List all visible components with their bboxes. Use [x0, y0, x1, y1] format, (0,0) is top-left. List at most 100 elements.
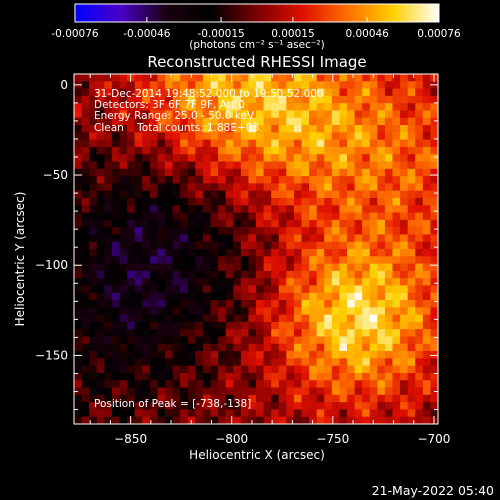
heatmap-cell — [293, 387, 302, 396]
heatmap-cell — [142, 409, 151, 418]
heatmap-cell — [324, 132, 333, 141]
heatmap-cell — [142, 227, 151, 235]
heatmap-cell — [263, 205, 272, 213]
heatmap-cell — [362, 234, 371, 243]
heatmap-cell — [104, 300, 113, 308]
heatmap-cell — [142, 168, 151, 177]
heatmap-cell — [225, 227, 234, 235]
heatmap-cell — [96, 336, 105, 345]
heatmap-cell — [180, 212, 189, 221]
heatmap-cell — [286, 103, 295, 111]
heatmap-cell — [309, 329, 318, 337]
heatmap-cell — [157, 139, 166, 148]
heatmap-cell — [111, 278, 120, 286]
heatmap-cell — [392, 110, 401, 119]
heatmap-cell — [187, 241, 196, 250]
heatmap-cell — [81, 278, 90, 286]
heatmap-cell — [149, 416, 158, 424]
heatmap-cell — [271, 74, 280, 82]
heatmap-cell — [218, 197, 227, 206]
heatmap-cell — [248, 117, 257, 126]
heatmap-cell — [225, 234, 234, 243]
heatmap-cell — [354, 372, 363, 381]
heatmap-cell — [96, 409, 105, 418]
heatmap-cell — [210, 139, 219, 148]
heatmap-cell — [225, 256, 234, 264]
heatmap-cell — [248, 256, 257, 264]
y-axis-label: Heliocentric Y (arcsec) — [13, 192, 27, 327]
heatmap-cell — [119, 365, 128, 374]
heatmap-cell — [377, 146, 386, 155]
heatmap-cell — [172, 351, 181, 359]
heatmap-cell — [119, 372, 128, 381]
heatmap-cell — [157, 168, 166, 177]
heatmap-cell — [293, 74, 302, 82]
heatmap-cell — [324, 394, 333, 403]
heatmap-cell — [127, 234, 136, 243]
heatmap-cell — [362, 190, 371, 199]
heatmap-cell — [377, 88, 386, 97]
heatmap-cell — [347, 103, 355, 111]
heatmap-cell — [233, 343, 242, 352]
heatmap-cell — [324, 205, 333, 213]
heatmap-cell — [240, 103, 249, 111]
heatmap-cell — [331, 161, 340, 170]
heatmap-cell — [210, 409, 219, 418]
heatmap-cell — [286, 125, 295, 133]
heatmap-cell — [286, 249, 295, 257]
heatmap-cell — [127, 146, 136, 155]
heatmap-cell — [293, 227, 302, 235]
heatmap-cell — [134, 270, 143, 279]
heatmap-cell — [233, 409, 242, 418]
heatmap-cell — [195, 343, 204, 352]
heatmap-cell — [286, 336, 295, 345]
heatmap-cell — [407, 270, 416, 279]
heatmap-cell — [263, 270, 272, 279]
heatmap-cell — [384, 154, 393, 162]
heatmap-cell — [422, 197, 431, 206]
heatmap-cell — [256, 205, 264, 213]
heatmap-cell — [195, 394, 204, 403]
heatmap-cell — [96, 256, 105, 264]
heatmap-cell — [362, 197, 371, 206]
heatmap-cell — [210, 321, 219, 330]
heatmap-cell — [225, 263, 234, 272]
heatmap-cell — [119, 212, 128, 221]
heatmap-cell — [157, 314, 166, 323]
heatmap-cell — [301, 161, 310, 170]
heatmap-cell — [407, 190, 416, 199]
heatmap-cell — [165, 125, 173, 133]
heatmap-cell — [422, 117, 431, 126]
heatmap-cell — [392, 402, 401, 410]
heatmap-cell — [96, 74, 105, 82]
heatmap-cell — [422, 227, 431, 235]
heatmap-cell — [331, 139, 340, 148]
heatmap-cell — [180, 402, 189, 410]
heatmap-cell — [165, 74, 173, 82]
heatmap-cell — [286, 402, 295, 410]
heatmap-cell — [422, 351, 431, 359]
heatmap-cell — [119, 183, 128, 192]
colorbar-tick-label: -0.00076 — [51, 28, 99, 40]
heatmap-cell — [278, 329, 287, 337]
footer-timestamp: 21-May-2022 05:40 — [372, 483, 494, 498]
heatmap-cell — [165, 95, 173, 104]
heatmap-cell — [392, 88, 401, 97]
heatmap-cell — [256, 380, 264, 388]
heatmap-cell — [354, 292, 363, 301]
heatmap-cell — [369, 219, 378, 228]
heatmap-cell — [331, 241, 340, 250]
heatmap-cell — [202, 81, 211, 89]
heatmap-cell — [202, 219, 211, 228]
heatmap-cell — [339, 372, 348, 381]
heatmap-cell — [111, 394, 120, 403]
heatmap-cell — [278, 88, 287, 97]
heatmap-cell — [74, 132, 82, 141]
heatmap-cell — [202, 249, 211, 257]
heatmap-cell — [104, 95, 113, 104]
heatmap-cell — [127, 212, 136, 221]
heatmap-cell — [278, 416, 287, 424]
heatmap-cell — [74, 241, 82, 250]
heatmap-cell — [218, 212, 227, 221]
heatmap-cell — [74, 234, 82, 243]
